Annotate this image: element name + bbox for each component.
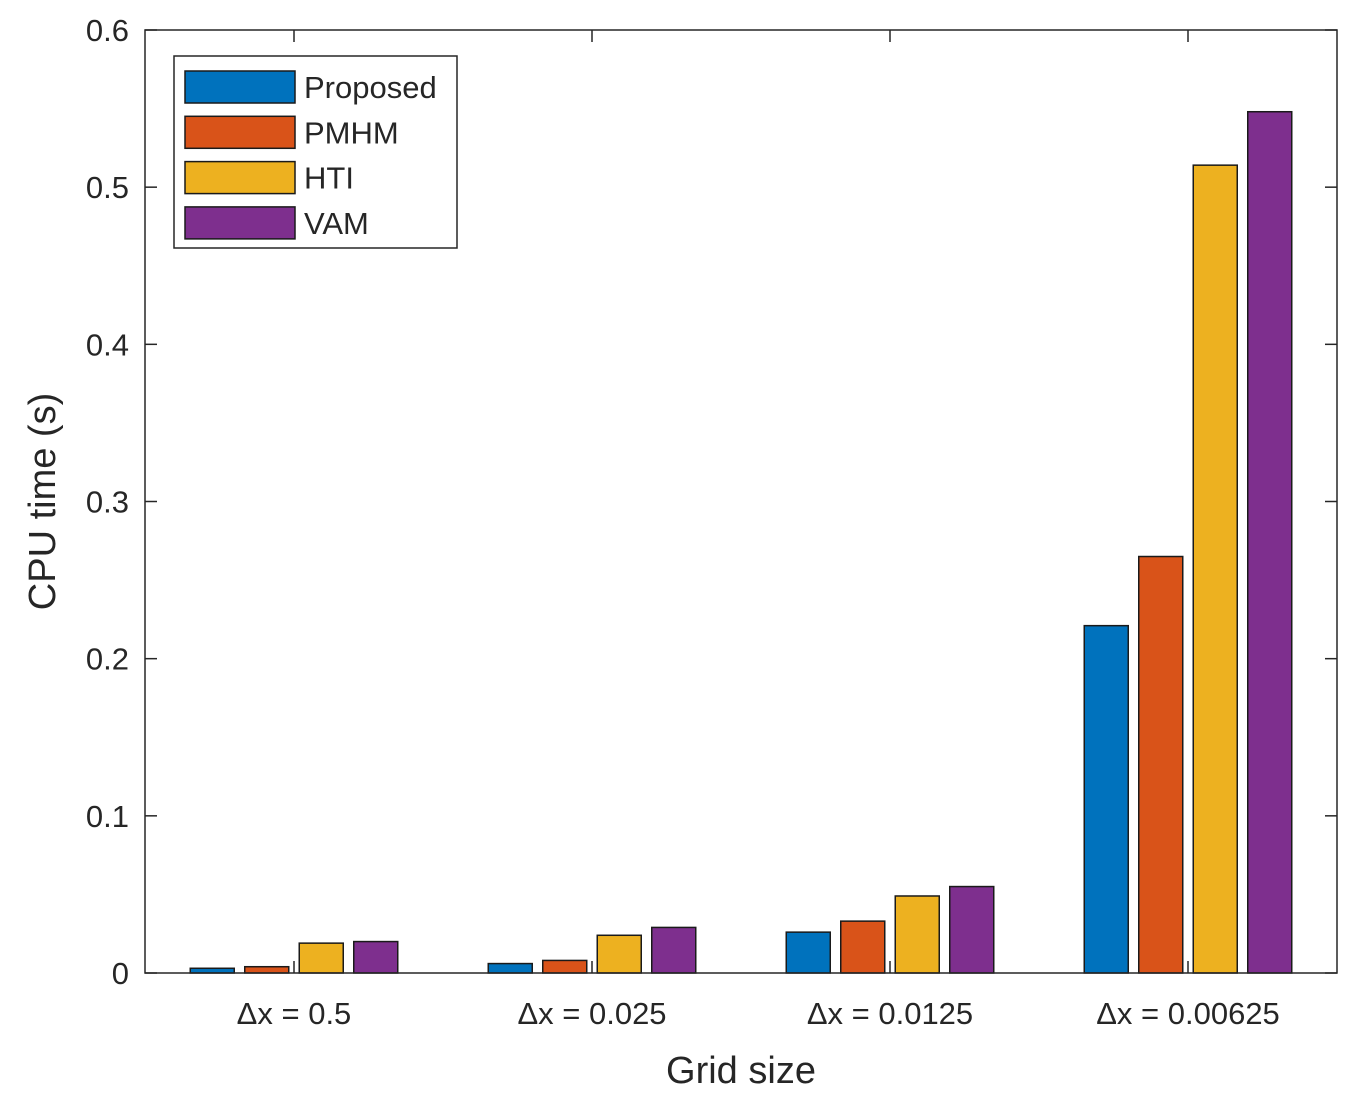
- bar-hti-3: [1192, 164, 1238, 974]
- y-tick-label: 0: [112, 956, 129, 991]
- x-tick-label: Δx = 0.5: [237, 996, 352, 1031]
- x-tick-label: Δx = 0.0125: [807, 996, 973, 1031]
- bar-pmhm-0: [244, 965, 290, 974]
- bars-layer: [189, 110, 1293, 974]
- x-tick-label: Δx = 0.025: [517, 996, 666, 1031]
- bar-proposed-2: [785, 931, 831, 974]
- bar-pmhm-2: [840, 920, 886, 974]
- y-tick-label: 0.4: [86, 327, 129, 362]
- bar-hti-2: [894, 895, 940, 974]
- x-axis-tick-labels: Δx = 0.5 Δx = 0.025 Δx = 0.0125 Δx = 0.0062…: [237, 996, 1280, 1031]
- bar-proposed-3: [1083, 624, 1129, 974]
- legend-swatch-pmhm: [184, 115, 296, 150]
- bar-vam-1: [651, 926, 697, 974]
- y-axis-label: CPU time (s): [22, 393, 64, 610]
- legend-swatch-vam: [184, 206, 296, 240]
- bar-pmhm-1: [542, 959, 588, 974]
- legend-label-vam: VAM: [304, 206, 369, 241]
- legend-items: Proposed PMHM HTI VAM: [184, 70, 437, 241]
- legend-swatch-hti: [184, 160, 296, 195]
- y-tick-label: 0.3: [86, 485, 129, 520]
- legend-swatch-proposed: [184, 70, 296, 104]
- y-tick-label: 0.1: [86, 799, 129, 834]
- bar-hti-0: [298, 942, 344, 974]
- bar-hti-1: [596, 934, 642, 974]
- legend-label-proposed: Proposed: [304, 70, 437, 105]
- bar-vam-3: [1247, 110, 1293, 974]
- bar-vam-0: [353, 940, 399, 974]
- x-tick-label: Δx = 0.00625: [1096, 996, 1280, 1031]
- y-tick-label: 0.5: [86, 170, 129, 205]
- axis-ticks: [145, 29, 1337, 974]
- y-tick-label: 0.2: [86, 642, 129, 677]
- bar-proposed-1: [487, 962, 533, 974]
- y-axis-tick-labels: 0 0.1 0.2 0.3 0.4 0.5 0.6: [86, 13, 129, 991]
- legend: Proposed PMHM HTI VAM: [173, 55, 458, 249]
- bar-vam-2: [949, 885, 995, 974]
- x-axis-label: Grid size: [666, 1050, 816, 1092]
- bar-pmhm-3: [1138, 555, 1184, 974]
- y-tick-label: 0.6: [86, 13, 129, 48]
- legend-label-hti: HTI: [304, 161, 354, 196]
- legend-label-pmhm: PMHM: [304, 115, 399, 150]
